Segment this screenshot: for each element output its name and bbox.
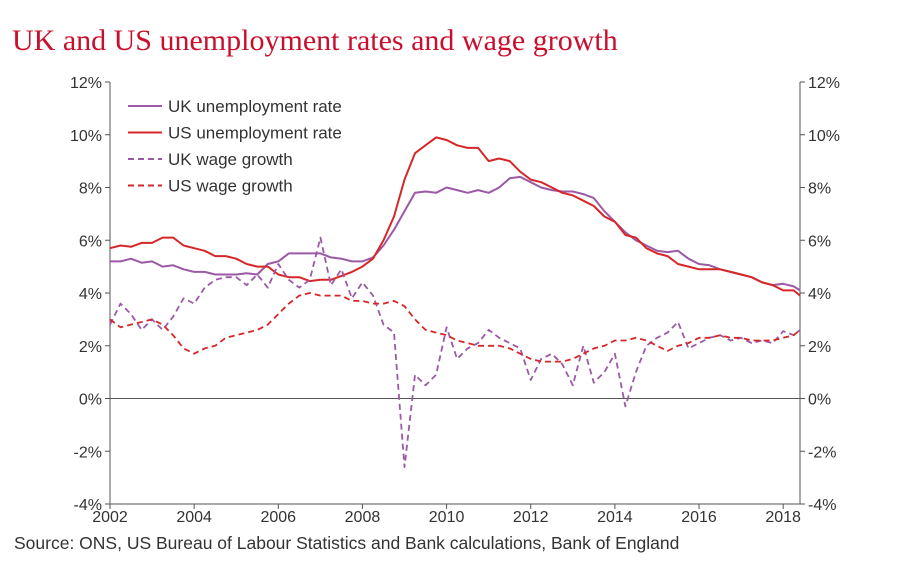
- x-tick-label: 2014: [597, 509, 633, 526]
- x-tick-label: 2006: [260, 509, 296, 526]
- y-tick-label-right: 6%: [808, 233, 831, 250]
- y-tick-label-left: 6%: [79, 233, 102, 250]
- y-tick-label-left: -4%: [74, 497, 102, 514]
- y-tick-label-right: -2%: [808, 444, 836, 461]
- y-tick-label-left: -2%: [74, 444, 102, 461]
- y-tick-label-left: 8%: [79, 181, 102, 198]
- series-line-uk-unemployment-rate: [110, 175, 801, 292]
- x-tick-label: 2018: [765, 509, 801, 526]
- y-tick-label-right: 0%: [808, 392, 831, 409]
- axes-layer: 12% 12% 10% 10% 8% 8% 6% 6% 4% 4% 2% 2% 0% 0% -2% -2% -4…: [70, 75, 840, 526]
- series-layer: [109, 136, 801, 469]
- legend-label-uk-wage-growth: UK wage growth: [168, 150, 293, 169]
- legend-label-us-unemployment-rate: US unemployment rate: [168, 124, 342, 143]
- x-tick-label: 2012: [513, 509, 549, 526]
- series-line-us-wage-growth: [109, 292, 801, 363]
- x-tick-label: 2002: [92, 509, 128, 526]
- y-tick-label-right: 2%: [808, 339, 831, 356]
- y-tick-label-right: 10%: [808, 128, 840, 145]
- source-note: Source: ONS, US Bureau of Labour Statist…: [14, 533, 680, 553]
- series-line-uk-wage-growth: [109, 236, 801, 469]
- y-tick-label-left: 2%: [79, 339, 102, 356]
- y-tick-label-right: 8%: [808, 181, 831, 198]
- x-tick-label: 2016: [681, 509, 717, 526]
- y-tick-label-right: -4%: [808, 497, 836, 514]
- y-tick-label-left: 0%: [79, 392, 102, 409]
- series-line-us-unemployment-rate: [109, 136, 801, 297]
- x-tick-label: 2004: [176, 509, 212, 526]
- x-tick-label: 2010: [429, 509, 465, 526]
- legend-label-us-wage-growth: US wage growth: [168, 177, 293, 196]
- legend-label-uk-unemployment-rate: UK unemployment rate: [168, 97, 342, 116]
- x-tick-label: 2008: [345, 509, 381, 526]
- legend: UK unemployment rate US unemployment rate…: [128, 97, 342, 196]
- y-tick-label-left: 4%: [79, 286, 102, 303]
- y-tick-label-right: 4%: [808, 286, 831, 303]
- chart-title: UK and US unemployment rates and wage gr…: [12, 24, 618, 57]
- y-tick-label-left: 10%: [70, 128, 102, 145]
- y-tick-label-right: 12%: [808, 75, 840, 92]
- y-tick-label-left: 12%: [70, 75, 102, 92]
